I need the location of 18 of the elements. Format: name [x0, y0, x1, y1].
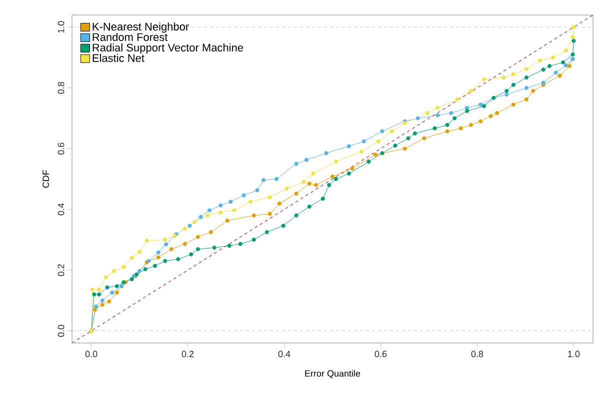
- legend-label: Random Forest: [92, 32, 168, 42]
- legend-label: Elastic Net: [92, 54, 144, 62]
- y-tick-label: 0.4: [58, 203, 64, 216]
- legend-label: Radial Support Vector Machine: [92, 43, 244, 54]
- y-tick-label: 0.6: [58, 142, 64, 155]
- y-axis-title: CDF: [42, 170, 49, 188]
- x-tick-label: 1.0: [568, 350, 580, 358]
- x-axis-title: Error Quantile: [305, 370, 360, 378]
- y-tick-label: 0.0: [58, 324, 64, 337]
- y-tick-label: 1.0: [58, 21, 64, 33]
- x-tick-label: 0.0: [85, 350, 98, 358]
- x-tick-label: 0.4: [278, 350, 290, 358]
- y-tick-label: 0.8: [58, 82, 64, 94]
- x-tick-label: 0.8: [471, 350, 484, 358]
- x-tick-label: 0.6: [374, 350, 387, 358]
- x-tick-label: 0.2: [182, 350, 194, 358]
- legend-label: K-Nearest Neighbor: [92, 22, 189, 33]
- y-tick-label: 0.2: [58, 264, 64, 276]
